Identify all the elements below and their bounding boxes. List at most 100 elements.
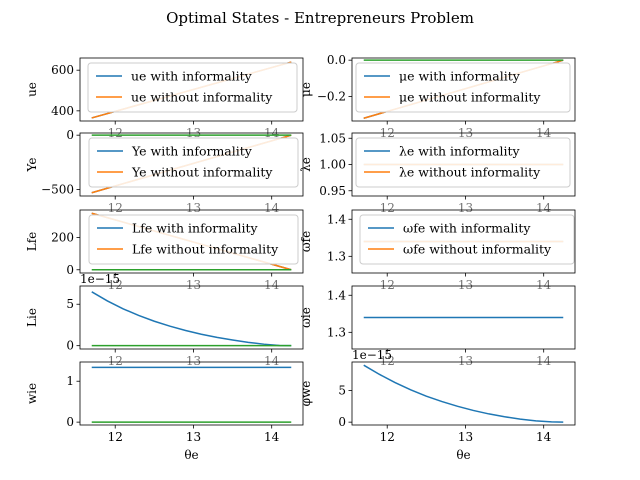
axes-frame (79, 57, 304, 122)
y-tick-label: 0 (66, 128, 74, 142)
y-tick-label: 0 (66, 339, 74, 353)
legend-entry: ωfe with informality (403, 221, 531, 236)
x-tick-label: 13 (186, 354, 201, 368)
y-tick-label: −500 (41, 182, 74, 196)
x-tick-label: 14 (264, 430, 280, 444)
legend-box (88, 214, 299, 265)
axes-frame (351, 57, 576, 122)
legend: ωfe with informality ωfe without informal… (359, 214, 575, 265)
x-tick-label: 12 (380, 278, 395, 292)
y-tick-label: 5 (66, 297, 74, 311)
y-tick-label: 1.3 (327, 325, 346, 339)
x-tick-label: 13 (186, 201, 201, 215)
y-tick-label: 0.95 (319, 184, 346, 198)
x-tick-label: 13 (458, 430, 473, 444)
x-tick-label: 13 (458, 354, 473, 368)
y-axis-label: Lie (25, 308, 39, 327)
x-tick-label: 14 (536, 278, 552, 292)
legend-entry: Lfe without informality (132, 242, 279, 257)
y-axis-label: φwe (299, 381, 313, 407)
legend-entry: μe without informality (399, 90, 541, 105)
y-axis-label: Lfe (25, 232, 39, 252)
x-tick-label: 14 (264, 278, 280, 292)
legend-entry: ωfe without informality (403, 242, 552, 257)
x-tick-label: 12 (108, 278, 123, 292)
legend-entry: ue without informality (131, 90, 273, 105)
axes-frame (79, 209, 304, 274)
y-tick-label: 200 (51, 230, 74, 244)
y-tick-label: 1.4 (327, 212, 346, 226)
legend-entry: Ye without informality (131, 165, 273, 180)
legend: λe with informality λe without informalit… (355, 137, 571, 188)
legend-entry: λe with informality (399, 144, 521, 159)
x-tick-label: 12 (108, 201, 123, 215)
x-tick-label: 13 (458, 278, 473, 292)
legend: Lfe with informality Lfe without informal… (88, 214, 299, 265)
legend-box (359, 214, 575, 265)
y-axis-label: ue (25, 82, 39, 97)
series-line-1 (363, 364, 564, 423)
offset-text: 1e−15 (352, 348, 392, 362)
subplot-10: 0 5 12 13 14 φwe θe 1e−15 (299, 348, 576, 462)
axes-frame (79, 132, 304, 197)
x-tick-label: 14 (264, 354, 280, 368)
legend-entry: λe without informality (399, 165, 541, 180)
subplot-7: 0 5 12 13 14 Lie 1e−15 (25, 272, 304, 368)
axes-frame (79, 285, 304, 350)
series-line-1 (91, 291, 292, 347)
legend-entry: μe with informality (399, 69, 521, 84)
legend-box (87, 62, 298, 113)
legend: Ye with informality Ye without informalit… (88, 137, 299, 188)
x-tick-label: 12 (108, 430, 123, 444)
y-axis-label: Ye (25, 158, 39, 173)
axes-frame (351, 361, 576, 426)
series-group (91, 291, 292, 347)
y-tick-label: 400 (51, 104, 74, 118)
y-axis-label: wie (25, 383, 39, 404)
legend-entry: Ye with informality (131, 144, 253, 159)
y-tick-label: 1.05 (319, 131, 346, 145)
y-tick-label: 0 (66, 415, 74, 429)
y-axis-label: ωie (299, 307, 313, 328)
y-tick-label: −0.2 (317, 89, 346, 103)
subplot-9: 0 1 12 13 14 wie θe (25, 361, 304, 462)
y-axis-label: ωfe (299, 231, 313, 252)
axes-frame (351, 285, 576, 350)
x-tick-label: 12 (380, 430, 395, 444)
y-tick-label: 0.0 (327, 53, 346, 67)
y-tick-label: 1.00 (319, 158, 346, 172)
x-tick-label: 14 (536, 430, 552, 444)
series-group (91, 366, 292, 423)
y-axis-label: μe (299, 82, 313, 97)
y-axis-label: λe (299, 157, 313, 172)
y-tick-label: 600 (51, 63, 74, 77)
legend: μe with informality μe without informalit… (355, 62, 571, 113)
y-tick-label: 0 (338, 415, 346, 429)
y-tick-label: 1 (66, 374, 74, 388)
y-tick-label: 5 (338, 383, 346, 397)
x-tick-label: 13 (458, 201, 473, 215)
axes-frame (79, 361, 304, 426)
legend-box (88, 137, 299, 188)
legend-entry: ue with informality (131, 69, 253, 84)
legend: ue with informality ue without informalit… (87, 62, 298, 113)
x-tick-label: 12 (108, 354, 123, 368)
subplot-3: −500 0 12 13 14 Ye Ye with informality Ye witho… (25, 128, 304, 215)
legend-entry: Lfe with informality (132, 221, 259, 236)
y-tick-label: 0 (66, 263, 74, 277)
series-group (363, 364, 564, 423)
y-tick-label: 1.3 (327, 249, 346, 263)
x-tick-label: 14 (264, 201, 280, 215)
figure-title: Optimal States - Entrepreneurs Problem (166, 9, 474, 27)
offset-text: 1e−15 (80, 272, 120, 286)
legend-box (355, 137, 571, 188)
x-axis-label: θe (456, 448, 470, 462)
x-axis-label: θe (184, 448, 198, 462)
legend-box (355, 62, 571, 113)
